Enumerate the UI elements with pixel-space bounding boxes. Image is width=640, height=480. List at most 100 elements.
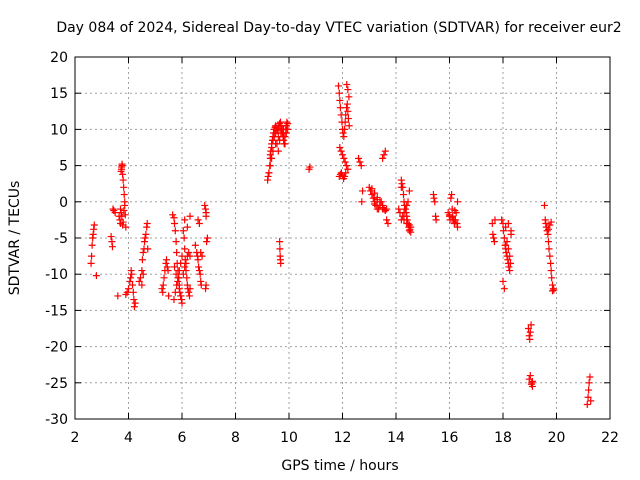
data-point	[137, 274, 145, 282]
data-point	[172, 238, 180, 246]
data-point	[274, 133, 282, 141]
data-point	[540, 201, 548, 209]
data-point	[174, 277, 182, 285]
data-point	[130, 296, 138, 304]
data-point	[341, 172, 349, 180]
data-point	[111, 209, 119, 217]
data-point	[276, 136, 284, 144]
data-point	[381, 147, 389, 155]
data-point	[547, 267, 555, 275]
data-point	[526, 372, 534, 380]
y-tick-label: 20	[50, 50, 68, 66]
data-point	[336, 104, 344, 112]
data-point	[489, 230, 497, 238]
data-point	[379, 154, 387, 162]
data-point	[185, 248, 193, 256]
data-point	[526, 335, 534, 343]
data-point	[264, 172, 272, 180]
data-point	[120, 206, 128, 214]
data-point	[504, 245, 512, 253]
data-point	[404, 198, 412, 206]
data-point	[341, 125, 349, 133]
data-point	[447, 194, 455, 202]
data-point	[120, 183, 128, 191]
data-point	[359, 187, 367, 195]
data-point	[138, 267, 146, 275]
data-point	[178, 299, 186, 307]
data-point	[502, 223, 510, 231]
data-point	[203, 238, 211, 246]
data-point	[268, 154, 276, 162]
data-point	[170, 296, 178, 304]
y-tick-label: -10	[45, 267, 68, 283]
data-point	[138, 256, 146, 264]
data-point	[159, 281, 167, 289]
data-point	[135, 277, 143, 285]
data-point	[502, 241, 510, 249]
data-point	[129, 288, 137, 296]
data-point	[373, 196, 381, 204]
data-point	[181, 245, 189, 253]
data-point	[266, 151, 274, 159]
data-point	[543, 227, 551, 235]
x-tick-label: 22	[601, 430, 619, 446]
data-point	[548, 274, 556, 282]
data-point	[87, 259, 95, 267]
data-point	[544, 225, 552, 233]
data-point	[196, 270, 204, 278]
data-point	[430, 194, 438, 202]
data-point	[107, 233, 115, 241]
data-point	[191, 241, 199, 249]
data-point	[266, 162, 274, 170]
data-point	[121, 201, 129, 209]
data-points	[87, 81, 595, 409]
data-point	[448, 191, 456, 199]
data-point	[339, 151, 346, 159]
data-point	[498, 216, 506, 224]
data-point	[431, 198, 439, 206]
data-point	[506, 259, 514, 267]
data-point	[490, 238, 498, 246]
data-point	[344, 165, 352, 173]
data-point	[139, 270, 147, 278]
data-point	[343, 81, 351, 89]
data-point	[186, 285, 194, 293]
data-point	[432, 216, 440, 224]
data-point	[383, 216, 391, 224]
data-point	[282, 122, 290, 130]
data-point	[172, 270, 180, 278]
data-point	[507, 230, 515, 238]
data-point	[171, 263, 179, 271]
data-point	[171, 227, 179, 235]
x-axis-label: GPS time / hours	[281, 458, 398, 474]
data-point	[371, 189, 379, 197]
x-tick-label: 12	[334, 430, 352, 446]
data-point	[88, 252, 96, 260]
data-point	[547, 259, 555, 267]
data-point	[197, 248, 205, 256]
data-point	[90, 221, 98, 229]
data-point	[345, 93, 353, 101]
data-point	[92, 272, 100, 280]
data-point	[121, 211, 129, 219]
data-point	[451, 206, 459, 214]
y-tick-label: -20	[45, 340, 68, 356]
data-point	[548, 287, 556, 295]
data-point	[183, 223, 191, 231]
data-point	[583, 401, 591, 409]
y-tick-label: 0	[59, 195, 68, 211]
data-point	[171, 288, 179, 296]
data-point	[186, 212, 194, 220]
y-tick-label: -25	[45, 376, 68, 392]
data-point	[131, 299, 139, 307]
data-point	[269, 136, 277, 144]
data-point	[159, 288, 167, 296]
data-point	[175, 285, 183, 293]
data-point	[123, 288, 131, 296]
data-point	[405, 221, 413, 229]
data-point	[503, 238, 511, 246]
data-point	[125, 285, 132, 293]
data-point	[334, 82, 342, 90]
data-point	[127, 274, 135, 282]
